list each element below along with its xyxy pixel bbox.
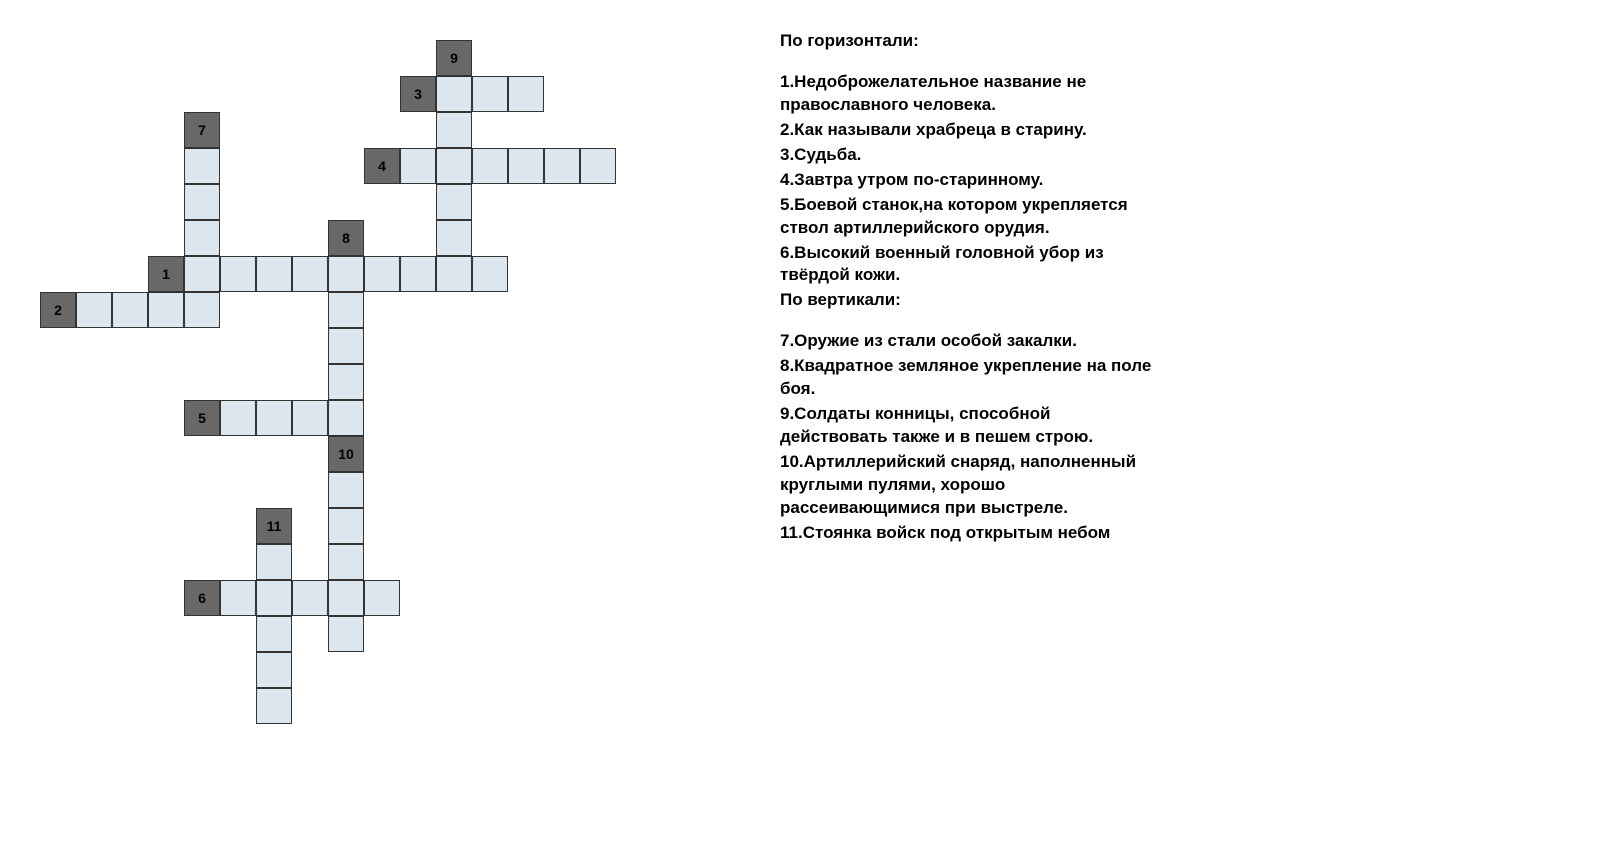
clue-item: 11.Стоянка войск под открытым небом bbox=[780, 522, 1160, 545]
crossword-cell bbox=[76, 292, 112, 328]
crossword-num-cell: 6 bbox=[184, 580, 220, 616]
crossword-cell bbox=[184, 148, 220, 184]
crossword-cell bbox=[256, 256, 292, 292]
crossword-cell bbox=[508, 148, 544, 184]
crossword-cell bbox=[292, 256, 328, 292]
down-clues: 7.Оружие из стали особой закалки.8.Квадр… bbox=[780, 330, 1160, 544]
crossword-cell bbox=[328, 616, 364, 652]
clue-item: 3.Судьба. bbox=[780, 144, 1160, 167]
down-title: По вертикали: bbox=[780, 289, 1160, 312]
crossword-cell bbox=[328, 292, 364, 328]
clue-item: 2.Как называли храбреца в старину. bbox=[780, 119, 1160, 142]
crossword-num-cell: 4 bbox=[364, 148, 400, 184]
clue-item: 4.Завтра утром по-старинному. bbox=[780, 169, 1160, 192]
crossword-cell bbox=[436, 112, 472, 148]
crossword-num-cell: 10 bbox=[328, 436, 364, 472]
clue-item: 1.Недоброжелательное название не правосл… bbox=[780, 71, 1160, 117]
crossword-cell bbox=[328, 400, 364, 436]
crossword-cell bbox=[364, 580, 400, 616]
crossword-cell bbox=[328, 580, 364, 616]
crossword-num-cell: 3 bbox=[400, 76, 436, 112]
crossword-cell bbox=[328, 364, 364, 400]
crossword-cell bbox=[256, 652, 292, 688]
crossword-cell bbox=[328, 472, 364, 508]
crossword-cell bbox=[472, 256, 508, 292]
crossword-cell bbox=[472, 76, 508, 112]
crossword-cell bbox=[328, 328, 364, 364]
crossword-cell bbox=[220, 256, 256, 292]
clue-item: 6.Высокий военный головной убор из твёрд… bbox=[780, 242, 1160, 288]
crossword-cell bbox=[472, 148, 508, 184]
crossword-cell bbox=[436, 76, 472, 112]
crossword-cell bbox=[256, 688, 292, 724]
crossword-cell bbox=[328, 256, 364, 292]
crossword-cell bbox=[256, 580, 292, 616]
crossword-num-cell: 11 bbox=[256, 508, 292, 544]
crossword-cell bbox=[184, 184, 220, 220]
crossword-cell bbox=[328, 544, 364, 580]
crossword-cell bbox=[220, 400, 256, 436]
crossword-grid: 93 7 48 1 2 5 10 11 6 bbox=[20, 20, 720, 740]
clue-item: 10.Артиллерийский снаряд, наполненный кр… bbox=[780, 451, 1160, 520]
crossword-cell bbox=[256, 544, 292, 580]
crossword-num-cell: 1 bbox=[148, 256, 184, 292]
crossword-cell bbox=[436, 256, 472, 292]
crossword-cell bbox=[184, 220, 220, 256]
crossword-cell bbox=[184, 256, 220, 292]
crossword-cell bbox=[292, 580, 328, 616]
crossword-cell bbox=[328, 508, 364, 544]
crossword-cell bbox=[400, 148, 436, 184]
clue-item: 8.Квадратное земляное укрепление на поле… bbox=[780, 355, 1160, 401]
clue-item: 7.Оружие из стали особой закалки. bbox=[780, 330, 1160, 353]
crossword-num-cell: 9 bbox=[436, 40, 472, 76]
crossword-num-cell: 8 bbox=[328, 220, 364, 256]
clues-panel: По горизонтали: 1.Недоброжелательное наз… bbox=[780, 20, 1160, 740]
crossword-cell bbox=[364, 256, 400, 292]
crossword-cell bbox=[436, 220, 472, 256]
crossword-num-cell: 2 bbox=[40, 292, 76, 328]
crossword-cell bbox=[184, 292, 220, 328]
crossword-cell bbox=[400, 256, 436, 292]
crossword-cell bbox=[256, 616, 292, 652]
crossword-cell bbox=[580, 148, 616, 184]
across-clues: 1.Недоброжелательное название не правосл… bbox=[780, 71, 1160, 287]
clue-item: 5.Боевой станок,на котором укрепляется с… bbox=[780, 194, 1160, 240]
crossword-num-cell: 7 bbox=[184, 112, 220, 148]
crossword-cell bbox=[436, 148, 472, 184]
crossword-cell bbox=[436, 184, 472, 220]
crossword-cell bbox=[256, 400, 292, 436]
crossword-cell bbox=[220, 580, 256, 616]
crossword-cell bbox=[292, 400, 328, 436]
crossword-cell bbox=[112, 292, 148, 328]
crossword-cell bbox=[544, 148, 580, 184]
crossword-num-cell: 5 bbox=[184, 400, 220, 436]
across-title: По горизонтали: bbox=[780, 30, 1160, 53]
crossword-cell bbox=[508, 76, 544, 112]
crossword-cell bbox=[148, 292, 184, 328]
clue-item: 9.Солдаты конницы, способной действовать… bbox=[780, 403, 1160, 449]
